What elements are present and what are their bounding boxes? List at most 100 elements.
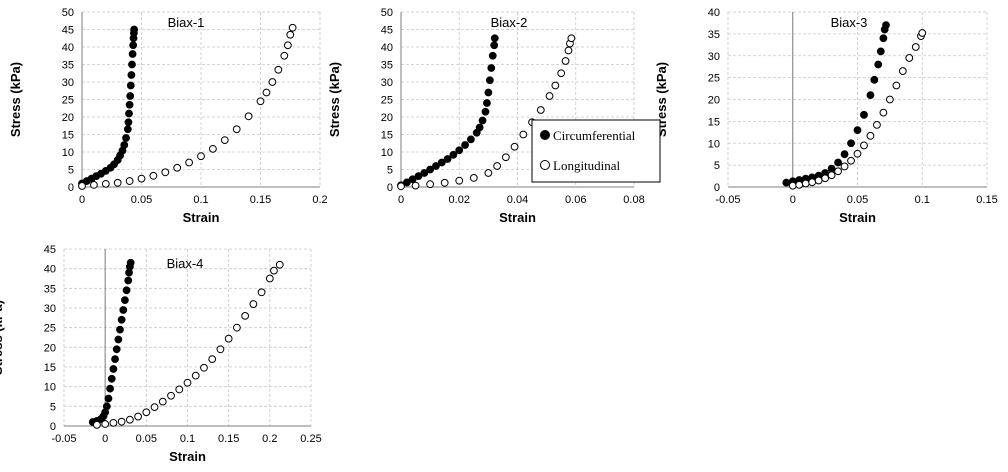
- data-point: [808, 178, 817, 187]
- legend-label: Circumferential: [553, 128, 636, 143]
- y-tick-label: 25: [62, 95, 74, 107]
- data-point: [918, 29, 927, 37]
- data-point: [490, 34, 499, 43]
- y-tick-label: 0: [387, 182, 393, 194]
- y-tick-label: 0: [50, 421, 56, 433]
- data-point: [256, 97, 265, 106]
- data-point: [827, 164, 836, 173]
- x-tick-label: 0.04: [507, 194, 528, 206]
- data-point: [898, 67, 907, 75]
- data-point: [853, 126, 862, 135]
- data-point: [426, 165, 435, 174]
- data-point: [905, 54, 914, 62]
- data-point: [801, 179, 810, 188]
- data-point: [262, 88, 271, 97]
- data-point: [208, 355, 217, 364]
- chart-title: Biax-1: [168, 15, 205, 30]
- y-tick-label: 40: [381, 42, 393, 54]
- series-circumferential: [88, 258, 135, 426]
- data-point: [866, 131, 875, 140]
- legend-box: [531, 119, 661, 183]
- data-point: [488, 51, 497, 60]
- data-point: [545, 92, 554, 100]
- data-point: [111, 355, 119, 364]
- y-tick-label: 30: [708, 51, 720, 63]
- data-point: [128, 50, 137, 58]
- data-point: [432, 162, 440, 170]
- data-point: [420, 169, 429, 177]
- data-point: [782, 178, 791, 187]
- data-point: [183, 378, 192, 387]
- x-tick-label: 0.15: [250, 194, 271, 206]
- x-axis-title: Strain: [499, 210, 536, 225]
- y-axis-title: Stress (kPa): [0, 300, 5, 375]
- x-tick-label: 0.05: [847, 194, 868, 206]
- y-tick-label: 15: [708, 116, 720, 128]
- data-point: [827, 171, 836, 180]
- data-point: [129, 41, 138, 50]
- data-point: [121, 296, 129, 305]
- data-point: [127, 71, 136, 79]
- data-point: [114, 335, 123, 344]
- y-tick-label: 10: [44, 382, 56, 394]
- x-tick-label: 0.06: [565, 194, 586, 206]
- series-circumferential: [782, 21, 890, 187]
- x-tick-label: 0.1: [915, 194, 930, 206]
- y-tick-label: 20: [381, 112, 393, 124]
- y-axis-title: Stress (kPa): [654, 62, 669, 137]
- data-point: [117, 315, 126, 324]
- legend-label: Longitudinal: [553, 158, 621, 173]
- data-point: [874, 60, 883, 69]
- data-point: [536, 106, 545, 114]
- data-point: [93, 420, 101, 429]
- data-point: [109, 418, 118, 427]
- data-point: [402, 178, 411, 187]
- x-axis-title: Strain: [839, 210, 876, 225]
- y-tick-label: 30: [62, 77, 74, 89]
- x-tick-label: 0.1: [180, 433, 195, 445]
- data-point: [551, 81, 560, 90]
- data-point: [443, 155, 452, 163]
- data-point: [879, 34, 888, 43]
- data-point: [483, 99, 491, 107]
- data-point: [286, 30, 295, 39]
- data-point: [437, 158, 446, 167]
- data-point: [911, 43, 920, 51]
- data-point: [274, 65, 283, 74]
- x-tick-label: -0.05: [51, 433, 76, 445]
- data-point: [481, 107, 490, 116]
- x-tick-label: 0.1: [193, 194, 208, 206]
- data-point: [814, 176, 823, 185]
- x-tick-label: 0.08: [623, 194, 644, 206]
- data-point: [150, 403, 159, 412]
- data-point: [882, 21, 890, 30]
- y-tick-label: 15: [44, 362, 56, 374]
- data-point: [102, 402, 111, 411]
- x-tick-label: 0: [790, 194, 796, 206]
- data-point: [175, 385, 184, 394]
- data-point: [101, 179, 110, 188]
- data-point: [126, 92, 135, 100]
- data-point: [78, 182, 86, 190]
- data-point: [564, 46, 573, 55]
- data-point: [137, 174, 146, 183]
- x-tick-label: 0.05: [131, 194, 152, 206]
- data-point: [149, 171, 158, 180]
- data-point: [109, 365, 118, 373]
- chart-2: 0 5 10 15 20 25 30 35 40 45 50 0 0.02 0.04 0.06 0.08 Str…: [327, 7, 645, 225]
- data-point: [885, 95, 894, 104]
- chart-title: Biax-2: [491, 15, 528, 30]
- data-point: [866, 91, 875, 100]
- y-tick-label: 45: [44, 244, 56, 256]
- series-longitudinal: [78, 23, 297, 190]
- data-point: [469, 174, 478, 182]
- y-tick-label: 35: [381, 60, 393, 72]
- data-point: [232, 125, 241, 134]
- data-point: [834, 167, 842, 176]
- y-tick-label: 45: [62, 25, 74, 37]
- series-longitudinal: [397, 34, 576, 191]
- data-point: [860, 110, 868, 119]
- data-point: [224, 334, 233, 343]
- chart-1: 0 5 10 15 20 25 30 35 40 45 50 0 0.05 0.1 0.15 0.2 Strai…: [8, 7, 328, 225]
